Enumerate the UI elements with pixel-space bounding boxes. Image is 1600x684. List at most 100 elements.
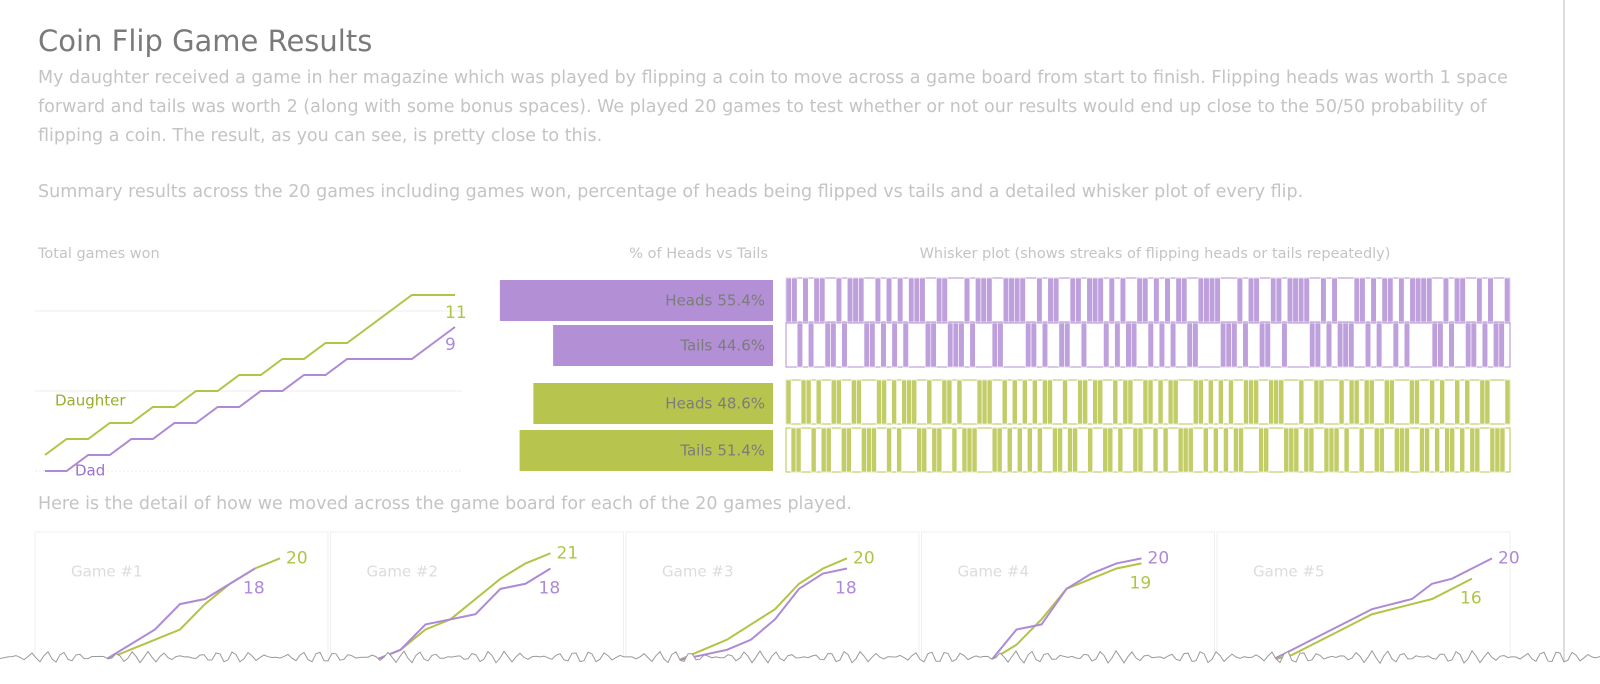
panel: [34, 531, 329, 684]
flip-stripe: [1072, 427, 1078, 473]
flip-stripe: [1286, 277, 1294, 323]
flip-stripe: [1030, 322, 1037, 368]
flip-stripe: [976, 379, 983, 425]
end-label: 21: [557, 543, 579, 563]
bar-category: Tails: [679, 336, 712, 354]
flip-stripe: [941, 277, 948, 323]
flip-stripe: [956, 379, 963, 425]
flip-stripe: [851, 379, 857, 425]
flip-stripe: [1011, 379, 1018, 425]
flip-stripe: [1082, 379, 1088, 425]
flip-stripe: [1213, 427, 1219, 473]
flip-stripe: [1476, 277, 1483, 323]
flip-stripe: [1368, 379, 1375, 425]
flip-stripe: [1062, 379, 1068, 425]
flip-stripe: [1175, 277, 1182, 323]
flip-stripe: [858, 277, 865, 323]
flip-stripe: [1444, 427, 1450, 473]
flip-stripe: [991, 427, 998, 473]
flip-stripe: [1157, 379, 1164, 425]
flip-stripe: [1298, 379, 1305, 425]
flip-stripe: [1464, 379, 1471, 425]
flip-stripe: [991, 322, 998, 368]
flip-stripe: [1348, 379, 1355, 425]
flip-stripe: [1494, 427, 1501, 473]
flip-stripe: [1102, 427, 1109, 473]
win-line: [44, 294, 455, 456]
flip-stripe: [1342, 322, 1349, 368]
flip-stripe: [1147, 322, 1154, 368]
flip-stripe: [1308, 427, 1315, 473]
flip-stripe: [1022, 379, 1028, 425]
flip-stripe: [981, 379, 988, 425]
bar-label: Tails 51.4%: [679, 441, 765, 459]
flip-stripe: [996, 427, 1003, 473]
flip-stripe: [1127, 379, 1134, 425]
flip-stripe: [969, 322, 976, 368]
chart-title: Total games won: [37, 246, 160, 262]
flip-stripe: [1130, 322, 1138, 368]
flip-stripe: [1077, 379, 1083, 425]
flip-stripe: [1479, 379, 1486, 425]
flip-stripe: [1162, 427, 1169, 473]
flip-stripe: [941, 379, 948, 425]
flip-stripe: [1253, 379, 1259, 425]
bar: [499, 280, 773, 321]
flip-stripe: [1325, 322, 1333, 368]
flip-stripe: [841, 427, 847, 473]
flip-stripe: [841, 322, 848, 368]
flip-stripe: [1016, 427, 1023, 473]
flip-stripe: [1064, 322, 1071, 368]
flip-stripe: [1281, 322, 1288, 368]
flip-stripe: [980, 277, 987, 323]
flip-stripe: [1449, 427, 1455, 473]
flip-stripe: [1036, 277, 1043, 323]
flip-stripe: [1228, 379, 1234, 425]
end-label: 16: [1460, 589, 1482, 609]
flip-stripe: [1348, 322, 1355, 368]
flip-stripe: [896, 427, 902, 473]
flip-stripe: [1167, 379, 1174, 425]
flip-stripe: [1337, 322, 1344, 368]
flip-stripe: [1270, 277, 1277, 323]
flip-stripe: [785, 277, 792, 323]
end-label: 18: [835, 579, 857, 599]
flip-stripe: [1434, 427, 1440, 473]
flip-stripe: [874, 277, 881, 323]
flip-stripe: [1292, 277, 1299, 323]
flip-stripe: [1119, 277, 1127, 323]
end-label: 9: [445, 335, 456, 355]
flip-stripe: [1037, 427, 1043, 473]
flip-stripe: [1231, 322, 1238, 368]
flip-stripe: [1293, 427, 1300, 473]
flip-stripe: [1259, 322, 1266, 368]
flip-stripe: [1248, 379, 1254, 425]
description: My daughter received a game in her magaz…: [38, 68, 1508, 146]
flip-stripe: [1376, 322, 1383, 368]
panel: [921, 531, 1215, 684]
flip-stripe: [802, 277, 809, 323]
flip-stripe: [796, 322, 804, 368]
flip-stripe: [951, 427, 958, 473]
flip-stripe: [1069, 277, 1076, 323]
flip-stripe: [807, 322, 815, 368]
flip-stripe: [785, 379, 792, 425]
flip-stripe: [1489, 427, 1496, 473]
detail-intro: Here is the detail of how we moved acros…: [38, 494, 852, 514]
flip-stripe: [921, 427, 928, 473]
flip-stripe: [852, 277, 859, 323]
end-label: 11: [445, 303, 467, 323]
flip-stripe: [1041, 322, 1049, 368]
flip-stripe: [1363, 379, 1370, 425]
panel-title: Game #2: [367, 563, 439, 581]
move-line: [104, 567, 256, 661]
flip-stripe: [1343, 427, 1350, 473]
flip-stripe: [1053, 277, 1060, 323]
bar-label: Heads 48.6%: [665, 394, 765, 412]
flip-stripe: [1314, 322, 1321, 368]
flip-stripe: [1415, 277, 1422, 323]
flip-stripe: [880, 322, 887, 368]
flip-stripe: [1419, 427, 1425, 473]
flip-stripe: [830, 322, 837, 368]
